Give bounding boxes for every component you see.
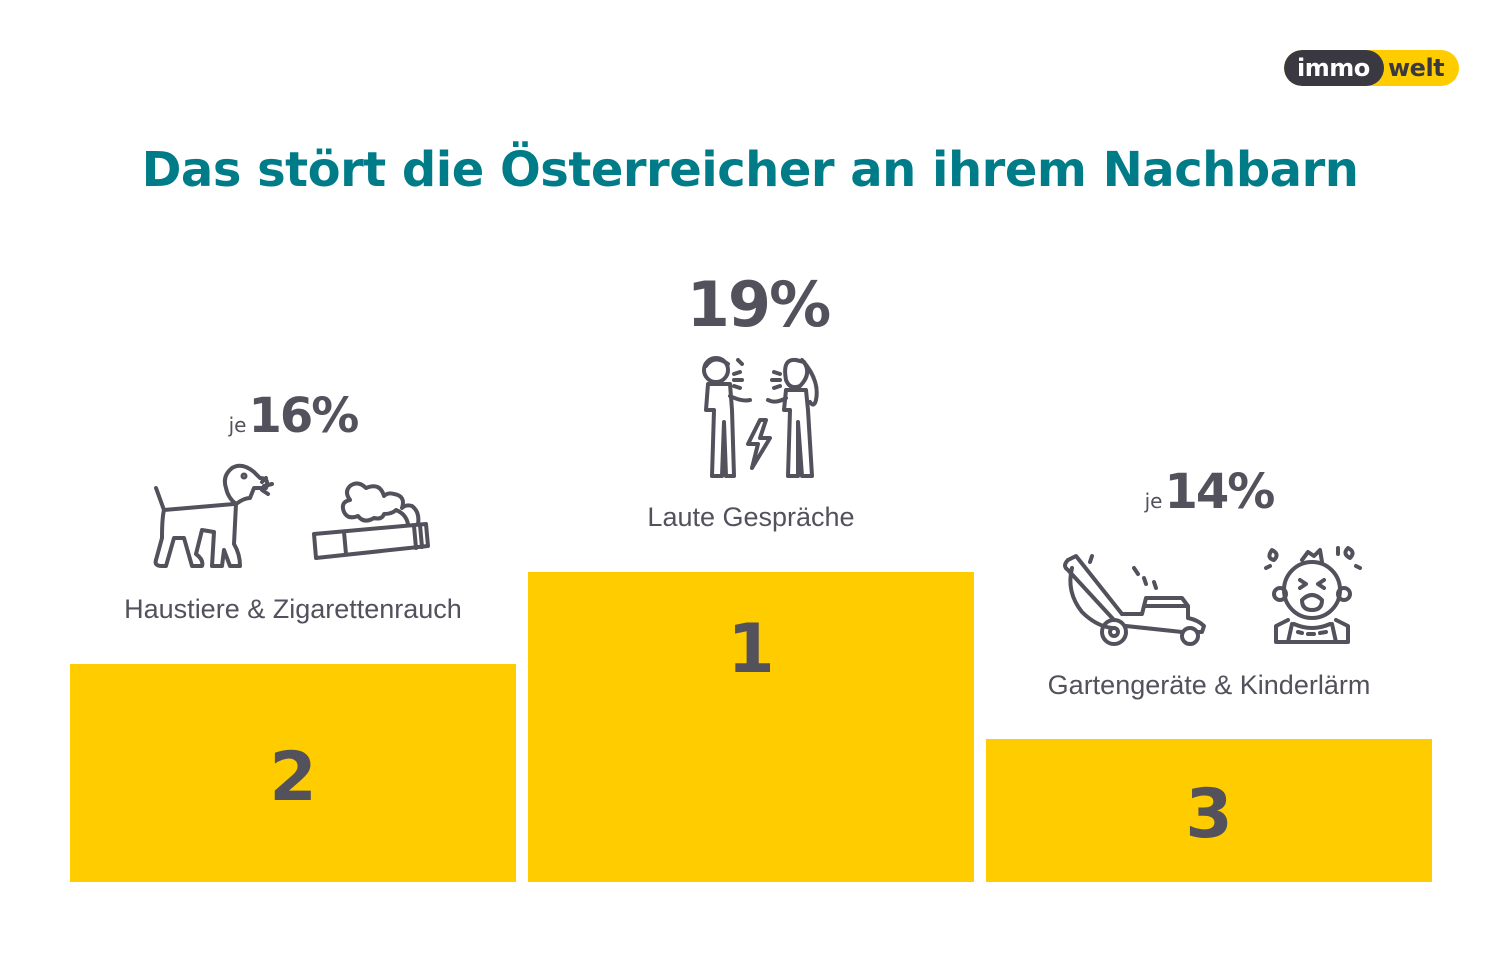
- page-title: Das stört die Österreicher an ihrem Nach…: [141, 142, 1359, 198]
- podium-block-1: 1: [528, 572, 974, 882]
- percent-prefix: je: [228, 413, 247, 437]
- barking-dog-icon: [150, 458, 280, 570]
- rank-number: 1: [727, 610, 775, 689]
- percent-place-3: je14%: [986, 464, 1432, 520]
- label-place-2: Haustiere & Zigarettenrauch: [124, 594, 462, 624]
- rank-number: 3: [1185, 775, 1233, 854]
- percent-value: 19%: [686, 268, 831, 341]
- percent-place-2: je16%: [70, 388, 516, 444]
- logo-text-immo: immo: [1297, 54, 1370, 82]
- cigarette-icon: [310, 462, 435, 562]
- logo-text-welt: welt: [1388, 54, 1445, 82]
- label-place-1: Laute Gespräche: [647, 502, 855, 532]
- percent-value: 16%: [248, 388, 359, 444]
- percent-prefix: je: [1144, 489, 1163, 513]
- percent-value: 14%: [1164, 464, 1275, 520]
- podium-block-3: 3: [986, 739, 1432, 882]
- immowelt-logo: immo welt: [1284, 50, 1459, 86]
- logo-dark-part: [1284, 50, 1384, 86]
- percent-place-1: 19%: [528, 268, 988, 341]
- rank-number: 2: [269, 738, 317, 817]
- arguing-people-icon: [694, 350, 824, 480]
- crying-child-icon: [1262, 540, 1362, 646]
- podium-block-2: 2: [70, 664, 516, 882]
- lawn-mower-icon: [1062, 552, 1212, 648]
- label-place-3: Gartengeräte & Kinderlärm: [1047, 670, 1371, 700]
